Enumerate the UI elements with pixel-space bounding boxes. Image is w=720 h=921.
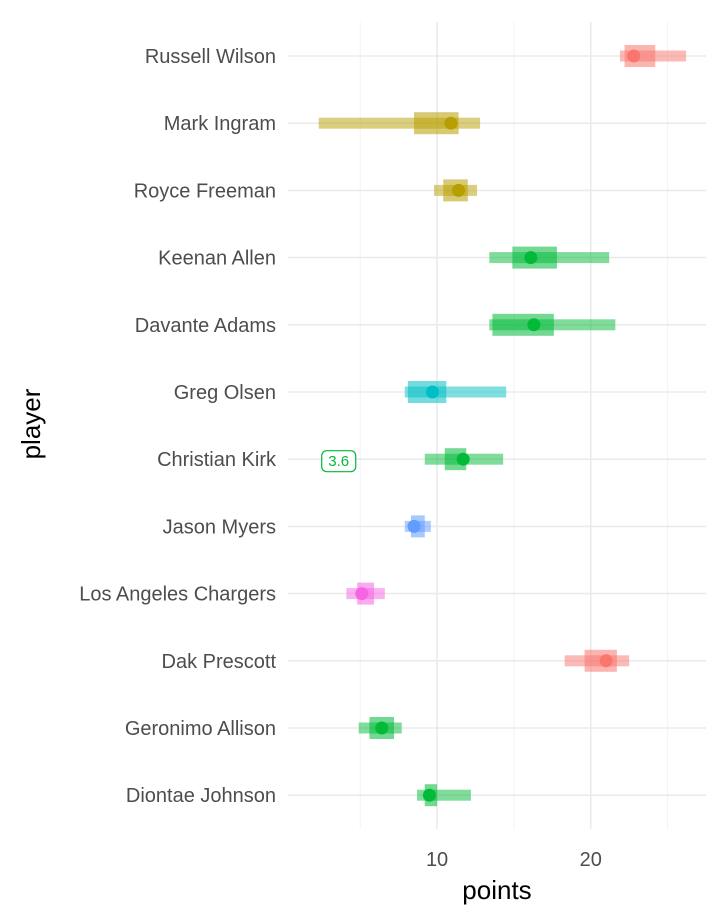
- y-tick-label: Jason Myers: [163, 516, 276, 538]
- y-tick-label: Christian Kirk: [157, 449, 277, 471]
- y-tick-label: Geronimo Allison: [125, 718, 276, 740]
- median-point: [425, 385, 439, 399]
- median-point: [422, 788, 436, 802]
- median-point: [375, 721, 389, 735]
- y-tick-label: Greg Olsen: [174, 382, 276, 404]
- x-tick-label: 20: [580, 849, 602, 871]
- median-point: [355, 587, 369, 601]
- y-axis-title: player: [16, 388, 46, 459]
- x-axis-title: points: [462, 875, 531, 905]
- y-tick-label: Keenan Allen: [158, 248, 276, 270]
- player-interval-group: [404, 515, 431, 538]
- median-point: [456, 452, 470, 466]
- x-tick-labels: 10 20: [426, 849, 602, 871]
- median-point: [599, 654, 613, 668]
- median-point: [452, 183, 466, 197]
- median-point: [407, 519, 421, 533]
- y-tick-labels: Russell Wilson Mark Ingram Royce Freeman Ke…: [79, 46, 277, 807]
- outer-interval-bar: [404, 386, 507, 398]
- player-interval-group: [404, 381, 507, 403]
- x-tick-label: 10: [426, 849, 448, 871]
- player-interval-group: [424, 448, 504, 471]
- annotation-label: 3.6: [328, 453, 349, 470]
- annotation-box: [321, 450, 357, 473]
- y-tick-label: Royce Freeman: [134, 180, 276, 202]
- y-tick-label: Diontae Johnson: [126, 785, 276, 807]
- y-tick-label: Mark Ingram: [164, 113, 276, 135]
- player-interval-group: [358, 717, 402, 739]
- outer-interval-bar: [318, 117, 481, 129]
- player-interval-group: [489, 313, 616, 336]
- outer-interval-bar: [417, 789, 471, 801]
- player-interval-group: [318, 112, 481, 135]
- grid-lines: [288, 22, 706, 829]
- player-intervals: [318, 45, 687, 807]
- median-point: [527, 318, 541, 332]
- player-interval-group: [619, 45, 687, 67]
- y-tick-label: Los Angeles Chargers: [79, 584, 276, 606]
- y-tick-label: Davante Adams: [135, 315, 276, 337]
- player-interval-group: [417, 784, 471, 807]
- player-interval-group: [346, 582, 385, 605]
- median-point: [524, 251, 538, 265]
- y-tick-label: Dak Prescott: [162, 651, 277, 673]
- inner-interval-bar: [492, 313, 554, 336]
- player-interval-group: [489, 246, 610, 269]
- player-interval-group: [433, 179, 478, 202]
- median-point: [444, 116, 458, 130]
- player-interval-group: [564, 649, 630, 672]
- median-point: [627, 49, 641, 63]
- y-tick-label: Russell Wilson: [145, 46, 276, 68]
- annotations: 3.6: [321, 450, 357, 473]
